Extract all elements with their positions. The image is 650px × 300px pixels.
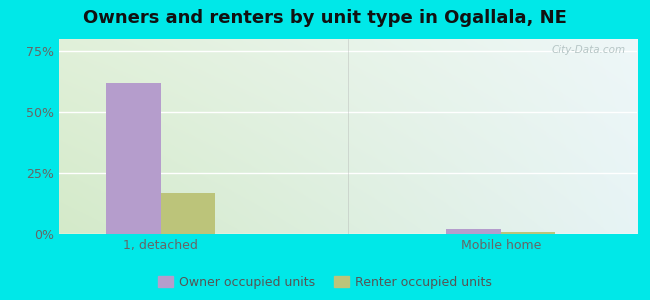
Bar [501,232,555,234]
Bar [106,83,161,234]
Bar [447,229,501,234]
Text: Owners and renters by unit type in Ogallala, NE: Owners and renters by unit type in Ogall… [83,9,567,27]
Legend: Owner occupied units, Renter occupied units: Owner occupied units, Renter occupied un… [153,271,497,294]
Bar [161,193,215,234]
Text: City-Data.com: City-Data.com [551,45,625,55]
